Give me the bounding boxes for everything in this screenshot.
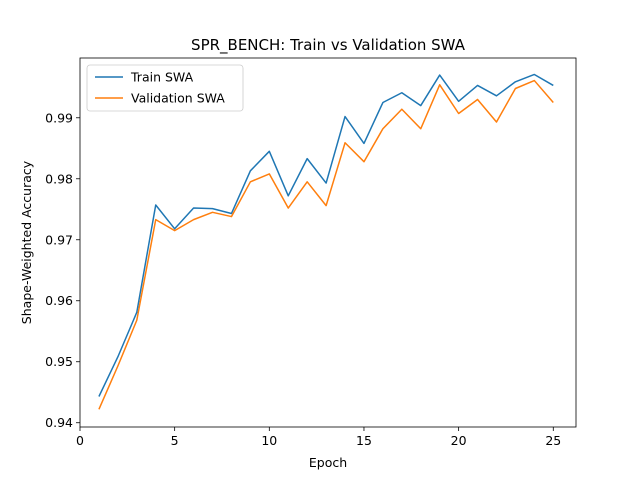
legend-box (86, 64, 244, 112)
x-tick-label: 0 (76, 433, 84, 448)
legend: Train SWA Validation SWA (86, 64, 244, 112)
plot-frame (79, 57, 577, 428)
x-tick-label: 5 (171, 433, 179, 448)
x-tick-label: 15 (356, 433, 372, 448)
chart-title: SPR_BENCH: Train vs Validation SWA (191, 36, 466, 55)
series-line-train-swa (98, 73, 554, 397)
y-tick-label: 0.97 (45, 232, 73, 247)
x-tick-label: 10 (261, 433, 277, 448)
y-tick-label: 0.96 (45, 293, 73, 308)
legend-label: Validation SWA (131, 91, 225, 106)
x-tick-label: 25 (545, 433, 561, 448)
y-tick-label: 0.95 (45, 354, 73, 369)
x-tick-label: 20 (451, 433, 467, 448)
y-tick-label: 0.94 (45, 415, 73, 430)
y-tick-label: 0.98 (45, 171, 73, 186)
y-axis-label: Shape-Weighted Accuracy (19, 160, 34, 324)
y-tick-label: 0.99 (45, 110, 73, 125)
plot-area (98, 73, 554, 410)
x-axis-label: Epoch (309, 455, 347, 470)
legend-label: Train SWA (130, 70, 194, 85)
series-line-validation-swa (98, 79, 554, 410)
